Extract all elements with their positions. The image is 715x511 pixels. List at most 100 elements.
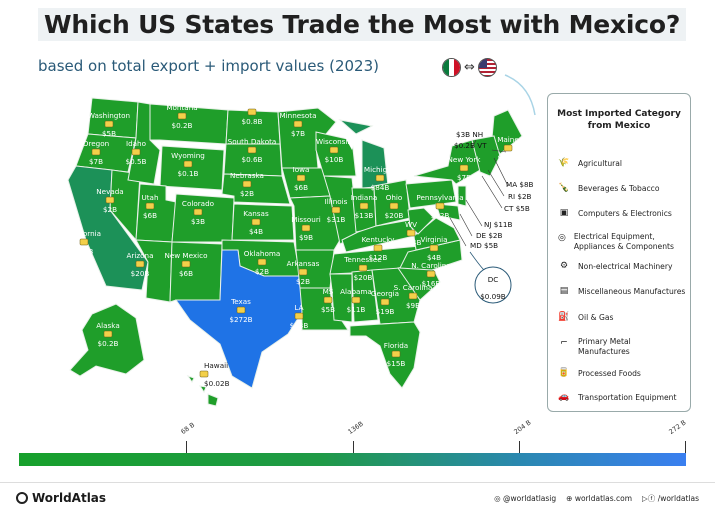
state-label: Michigan [364,165,396,174]
scale-tick [186,441,187,453]
brand-label: WorldAtlas [32,491,107,505]
brand[interactable]: WorldAtlas [16,491,106,505]
box-icon: ▤ [559,286,569,296]
state-new-jersey[interactable] [457,185,467,207]
state-value: $6B [179,269,193,278]
category-icon [375,174,385,182]
state-value: $0.6B [242,155,263,164]
state-pennsylvania[interactable] [405,179,457,209]
mexico-flag-icon [442,58,461,77]
legend-label: Computers & Electronics [578,208,672,218]
state-value: $7B [457,173,471,182]
state-virginia[interactable] [413,217,461,251]
state-value: $13B [355,211,374,220]
social-handle-link[interactable]: ▷ⓕ /worldatlas [642,493,699,504]
state-arizona[interactable] [135,239,173,303]
state-value: $9B [406,301,420,310]
wheat-icon: 🌾 [558,158,570,168]
globe-icon [16,492,28,504]
category-icon [298,268,308,276]
state-label: Arkansas [287,259,320,268]
category-icon [459,164,469,172]
state-label: S. Carolina [394,283,433,292]
category-icon [293,120,303,128]
plug-icon: ◎ [558,233,566,243]
category-icon [79,238,89,246]
play-facebook-icon: ▷ⓕ [642,494,656,503]
state-value: $11B [347,305,366,314]
callout-label: $0.2B VT [454,141,487,150]
category-icon [91,148,101,156]
category-icon [181,260,191,268]
state-value: $2B [240,189,254,198]
legend-item-misc: ▤ Miscellaneous Manufactures [558,285,686,297]
state-value: $6B [143,211,157,220]
category-icon [131,148,141,156]
state-alaska[interactable] [69,303,145,377]
instagram-link[interactable]: ◎ @worldatlasig [494,494,556,503]
category-icon [236,306,246,314]
category-icon [331,206,341,214]
state-label: Maine [497,135,519,144]
globe-small-icon: ⊕ [566,494,573,503]
state-nebraska[interactable] [221,173,291,205]
state-hawaii[interactable] [186,375,219,407]
state-value: $272B [229,315,252,324]
category-icon [351,296,361,304]
state-label: WV [405,220,417,229]
state-label: Nebraska [230,171,264,180]
state-florida[interactable] [349,321,421,389]
state-label: Oregon [83,139,109,148]
site-link[interactable]: ⊕ worldatlas.com [566,494,632,503]
state-label: Hawaii [204,361,228,370]
legend-label: Primary Metal Manufactures [578,337,631,356]
state-value: $0.2B [172,121,193,130]
category-icon [429,244,439,252]
legend-item-computers: ▣ Computers & Electronics [558,207,672,219]
bottle-icon: 🍾 [558,183,570,193]
site-label: worldatlas.com [574,494,633,503]
state-mississippi[interactable] [329,273,353,323]
legend-item-machinery: ⚙ Non-electrical Machinery [558,260,673,272]
social-links: ◎ @worldatlasig ⊕ worldatlas.com ▷ⓕ /wor… [494,493,699,504]
category-icon [503,144,513,152]
scale-tick [353,441,354,453]
category-icon [329,146,339,154]
state-label: LA [294,303,303,312]
state-label: Alabama [340,287,372,296]
state-label: Texas [230,297,251,306]
category-icon [145,202,155,210]
us-map: DC $0.09B Washington$5BOregon$7BIdaho$0.… [67,74,536,407]
state-texas[interactable] [175,249,303,389]
state-label: Iowa [293,165,310,174]
state-kansas[interactable] [231,203,295,241]
legend: Most Imported Category from Mexico 🌾 Agri… [547,93,691,412]
legend-item-foods: 🥫 Processed Foods [558,367,641,379]
legend-label: Electrical Equipment, Appliances & Compo… [573,232,674,251]
state-value: $95B [75,247,94,256]
state-value: $0.2B [498,153,519,162]
legend-label: Transportation Equipment [578,392,677,402]
state-value: $12B [369,253,388,262]
legend-title: Most Imported Category from Mexico [557,109,681,131]
state-value: $7B [89,157,103,166]
state-label: Oklahoma [244,249,281,258]
state-west-virginia[interactable] [407,207,435,235]
state-value: $5B [102,129,116,138]
state-montana[interactable] [149,103,229,145]
state-label: Minnesota [279,111,316,120]
state-value: $13B [290,321,309,330]
state-value: $2B [255,267,269,276]
category-icon [177,112,187,120]
subtitle: based on total export + import values (2… [38,57,379,75]
legend-item-transport: 🚗 Transportation Equipment [558,391,676,403]
dc-callout [474,266,512,304]
legend-label: Beverages & Tobacco [578,183,660,193]
callout-label: MA $8B [506,180,534,189]
state-value: $3B [191,217,205,226]
state-new-england[interactable] [471,135,501,177]
state-label: Arizona [127,251,154,260]
category-icon [183,160,193,168]
state-value: $0.5B [126,157,147,166]
category-icon [247,146,257,154]
